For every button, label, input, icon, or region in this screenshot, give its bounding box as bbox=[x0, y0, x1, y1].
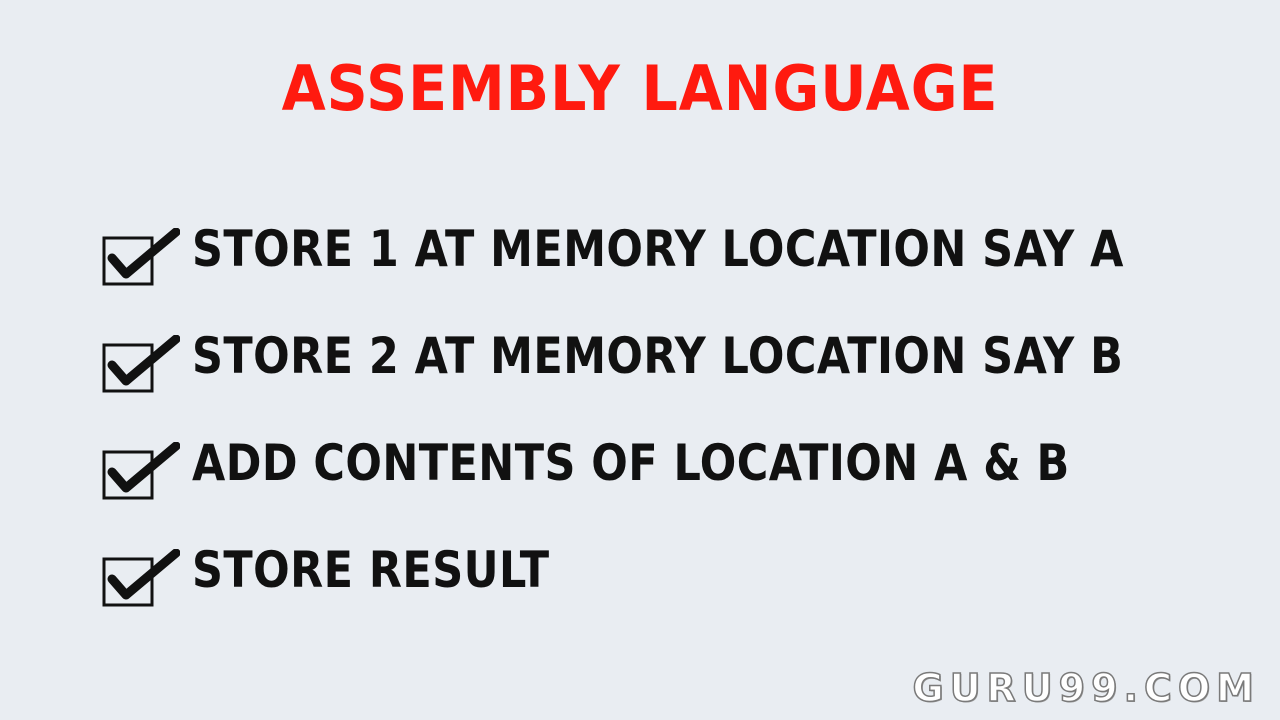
checklist-item-text: STORE 1 AT MEMORY LOCATION SAY A bbox=[192, 220, 1124, 278]
checklist-item-text: STORE RESULT bbox=[192, 541, 550, 599]
checklist-item-text: ADD CONTENTS OF LOCATION A & B bbox=[192, 434, 1070, 492]
watermark-logo: GURU99.COM bbox=[912, 665, 1260, 711]
checked-box-icon bbox=[102, 228, 180, 286]
slide-title: ASSEMBLY LANGUAGE bbox=[281, 52, 999, 125]
checked-box-icon bbox=[102, 442, 180, 500]
checklist-item: ADD CONTENTS OF LOCATION A & B bbox=[102, 430, 1222, 537]
checklist-item-text: STORE 2 AT MEMORY LOCATION SAY B bbox=[192, 327, 1124, 385]
checklist: STORE 1 AT MEMORY LOCATION SAY A STORE 2… bbox=[102, 216, 1222, 644]
checked-box-icon bbox=[102, 335, 180, 393]
checked-box-icon bbox=[102, 549, 180, 607]
checklist-item: STORE 1 AT MEMORY LOCATION SAY A bbox=[102, 216, 1222, 323]
checklist-item: STORE RESULT bbox=[102, 537, 1222, 644]
checklist-item: STORE 2 AT MEMORY LOCATION SAY B bbox=[102, 323, 1222, 430]
